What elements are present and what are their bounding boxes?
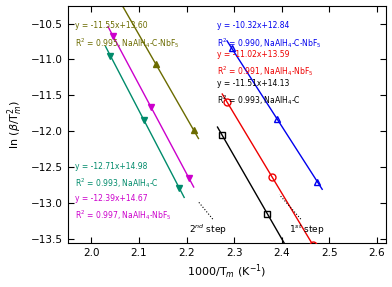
- Text: R$^2$ = 0.991, NaAlH$_4$-NbF$_5$: R$^2$ = 0.991, NaAlH$_4$-NbF$_5$: [218, 65, 314, 78]
- Text: R$^2$ = 0.997, NaAlH$_4$-NbF$_5$: R$^2$ = 0.997, NaAlH$_4$-NbF$_5$: [75, 208, 171, 222]
- Text: y = -10.32x+12.84: y = -10.32x+12.84: [218, 21, 290, 30]
- Text: 2$^{nd}$ step: 2$^{nd}$ step: [189, 223, 227, 237]
- Text: R$^2$ = 0.990, NaAlH$_4$-C-NbF$_5$: R$^2$ = 0.990, NaAlH$_4$-C-NbF$_5$: [218, 36, 322, 50]
- Text: y = -12.39x+14.67: y = -12.39x+14.67: [75, 194, 147, 203]
- Text: y = -11.02x+13.59: y = -11.02x+13.59: [218, 50, 290, 59]
- Text: R$^2$ = 0.993, NaAlH$_4$-C: R$^2$ = 0.993, NaAlH$_4$-C: [218, 93, 301, 107]
- Y-axis label: ln ($\beta$/T$_m^2$): ln ($\beta$/T$_m^2$): [5, 100, 25, 149]
- Text: y = -11.51x+14.13: y = -11.51x+14.13: [218, 79, 290, 88]
- Text: R$^2$ = 0.995, NaAlH$_4$-C-NbF$_5$: R$^2$ = 0.995, NaAlH$_4$-C-NbF$_5$: [75, 36, 180, 50]
- Text: 1$^{st}$ step: 1$^{st}$ step: [289, 223, 325, 237]
- Text: R$^2$ = 0.993, NaAlH$_4$-C: R$^2$ = 0.993, NaAlH$_4$-C: [75, 176, 158, 190]
- Text: y = -11.55x+13.60: y = -11.55x+13.60: [75, 21, 147, 30]
- X-axis label: 1000/T$_m$ (K$^{-1}$): 1000/T$_m$ (K$^{-1}$): [187, 263, 267, 282]
- Text: y = -12.71x+14.98: y = -12.71x+14.98: [75, 162, 147, 170]
